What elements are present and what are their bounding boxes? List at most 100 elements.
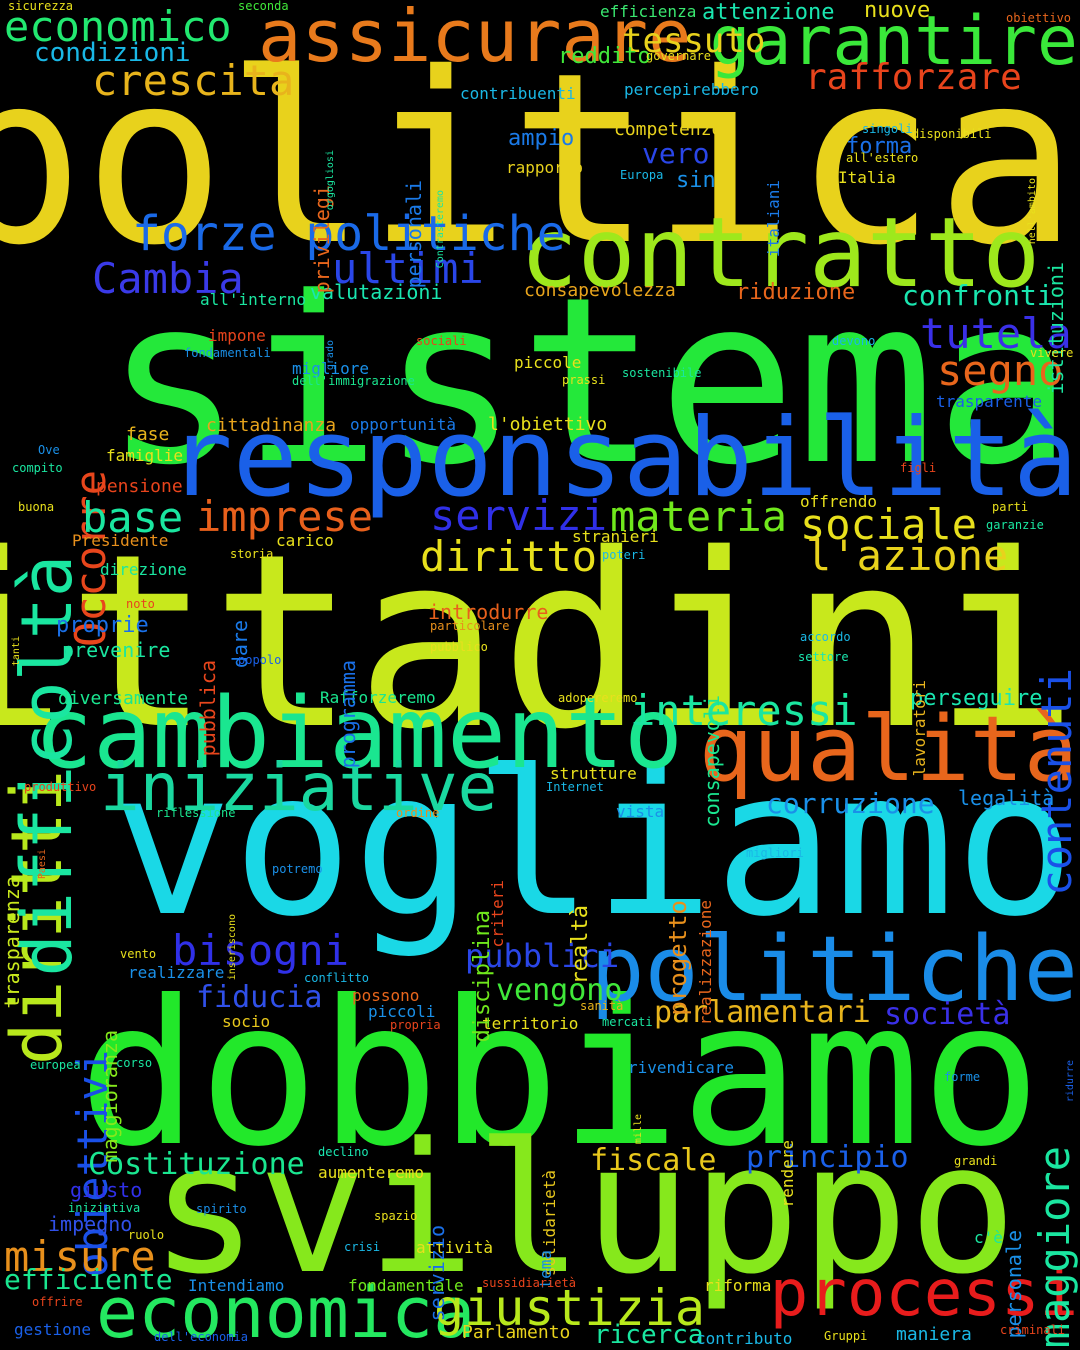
cloud-word: l'azione <box>806 531 1009 580</box>
cloud-word: spirito <box>196 1202 247 1216</box>
cloud-word: sistema <box>104 249 1074 516</box>
cloud-word: tanti <box>11 636 22 667</box>
cloud-word: stranieri <box>572 527 659 546</box>
cloud-word: iniziativa <box>68 1201 141 1215</box>
cloud-word: ruolo <box>128 1228 165 1242</box>
cloud-word: Costituzione <box>88 1147 305 1182</box>
cloud-word: maniera <box>896 1324 972 1345</box>
cloud-word: noto <box>126 597 155 611</box>
cloud-word: territorio <box>482 1014 579 1033</box>
cloud-word: migliori <box>746 846 804 860</box>
cloud-word: pubblici <box>465 937 620 975</box>
cloud-word: tessuto <box>622 21 766 61</box>
cloud-word: potremo <box>272 862 323 876</box>
cloud-word: sociali <box>416 334 467 348</box>
cloud-word: aumenteremo <box>318 1163 424 1182</box>
cloud-word: compito <box>12 461 63 475</box>
cloud-word: materia <box>610 492 788 541</box>
cloud-word: fiscale <box>590 1143 717 1178</box>
cloud-word: perseguire <box>910 686 1043 711</box>
cloud-word: crisi <box>344 1240 381 1254</box>
cloud-word: imprese <box>196 492 374 541</box>
cloud-word: contribuenti <box>460 84 576 103</box>
cloud-word: giusto <box>70 1178 143 1202</box>
cloud-word: prassi <box>562 373 606 387</box>
cloud-word: fondamentali <box>184 346 271 360</box>
cloud-word: fase <box>126 424 170 445</box>
cloud-word: efficienza <box>600 2 697 21</box>
cloud-word: sviluppo <box>150 1105 1017 1314</box>
cloud-word: Cambia <box>92 254 244 303</box>
cloud-word: all'interno <box>200 290 306 309</box>
cloud-word: criminali <box>1000 1323 1066 1337</box>
cloud-word: famiglie <box>106 446 184 465</box>
cloud-word: pubblico <box>430 640 488 654</box>
cloud-word: realizzazione <box>696 900 715 1026</box>
cloud-word: Rafforzeremo <box>320 688 436 707</box>
cloud-word: proprie <box>56 613 149 638</box>
cloud-word: italiani <box>764 180 783 258</box>
cloud-word: giustizia <box>434 1279 705 1337</box>
cloud-word: rivendicare <box>628 1058 734 1077</box>
cloud-word: riforma <box>704 1276 772 1295</box>
cloud-word: spazio <box>374 1209 418 1223</box>
cloud-word: produttivo <box>24 780 97 794</box>
cloud-word: assicurare <box>258 0 692 78</box>
cloud-word: competenze <box>614 119 723 140</box>
cloud-word: Italia <box>838 168 896 187</box>
cloud-word: attenzione <box>702 0 835 25</box>
cloud-word: rafforzare <box>805 57 1022 98</box>
cloud-word: realtà <box>568 905 593 985</box>
cloud-word: economico <box>4 2 232 51</box>
cloud-word: personali <box>402 180 426 289</box>
cloud-word: reddito <box>558 44 651 69</box>
cloud-word: Gruppi <box>824 1329 868 1343</box>
cloud-word: ampio <box>508 126 575 151</box>
cloud-word: impegno <box>48 1212 133 1236</box>
cloud-word: inseriscono <box>227 914 238 981</box>
cloud-word: servizio <box>425 1225 449 1322</box>
cloud-word: sicurezza <box>8 0 74 13</box>
cloud-word: tutela <box>920 309 1072 358</box>
cloud-word: progetto <box>664 900 692 1016</box>
cloud-word: adopereremo <box>558 691 638 705</box>
cloud-word: parti <box>992 500 1029 514</box>
cloud-word: figli <box>900 461 937 475</box>
cloud-word: contributo <box>696 1329 793 1348</box>
cloud-word: Ove <box>38 443 60 457</box>
cloud-word: attività <box>416 1238 494 1257</box>
cloud-word: condizioni <box>34 38 191 68</box>
cloud-word: confronti <box>902 279 1054 312</box>
cloud-word: efficiente <box>4 1263 173 1296</box>
cloud-word: mercati <box>602 1015 653 1029</box>
cloud-word: maggiore <box>1030 1145 1079 1348</box>
cloud-word: misure <box>4 1232 156 1281</box>
cloud-word: consapevolezza <box>524 280 676 301</box>
cloud-word: processi <box>769 1257 1078 1331</box>
cloud-word: particolare <box>430 619 510 633</box>
cloud-word: riduzione <box>736 280 856 305</box>
cloud-word: Europa <box>620 168 664 182</box>
cloud-word: crescita <box>92 56 295 105</box>
cloud-word: valutazioni <box>310 280 443 304</box>
cloud-word: garanzie <box>986 518 1044 532</box>
cloud-word: pensione <box>96 476 183 497</box>
cloud-word: trasparenza <box>0 876 24 1009</box>
cloud-word: poteri <box>602 548 646 562</box>
cloud-word: nell'ambito <box>1027 178 1038 245</box>
cloud-word: parlamentari <box>654 995 871 1030</box>
cloud-word: mille <box>633 1114 644 1145</box>
cloud-word: carico <box>276 531 334 550</box>
cloud-word: corruzione <box>766 787 935 820</box>
cloud-word: cambiamento <box>34 677 684 791</box>
cloud-word: dell'immigrazione <box>292 374 415 388</box>
cloud-word: forme <box>944 1070 981 1084</box>
cloud-word: dell'economia <box>154 1330 248 1344</box>
cloud-word: diritto <box>420 532 598 581</box>
cloud-word: economica <box>96 1272 476 1350</box>
cloud-word: orgogliosi <box>325 150 336 211</box>
cloud-word: Contrasteremo <box>435 190 446 269</box>
cloud-word: all'estero <box>846 151 919 165</box>
cloud-word: sociale <box>800 500 978 549</box>
